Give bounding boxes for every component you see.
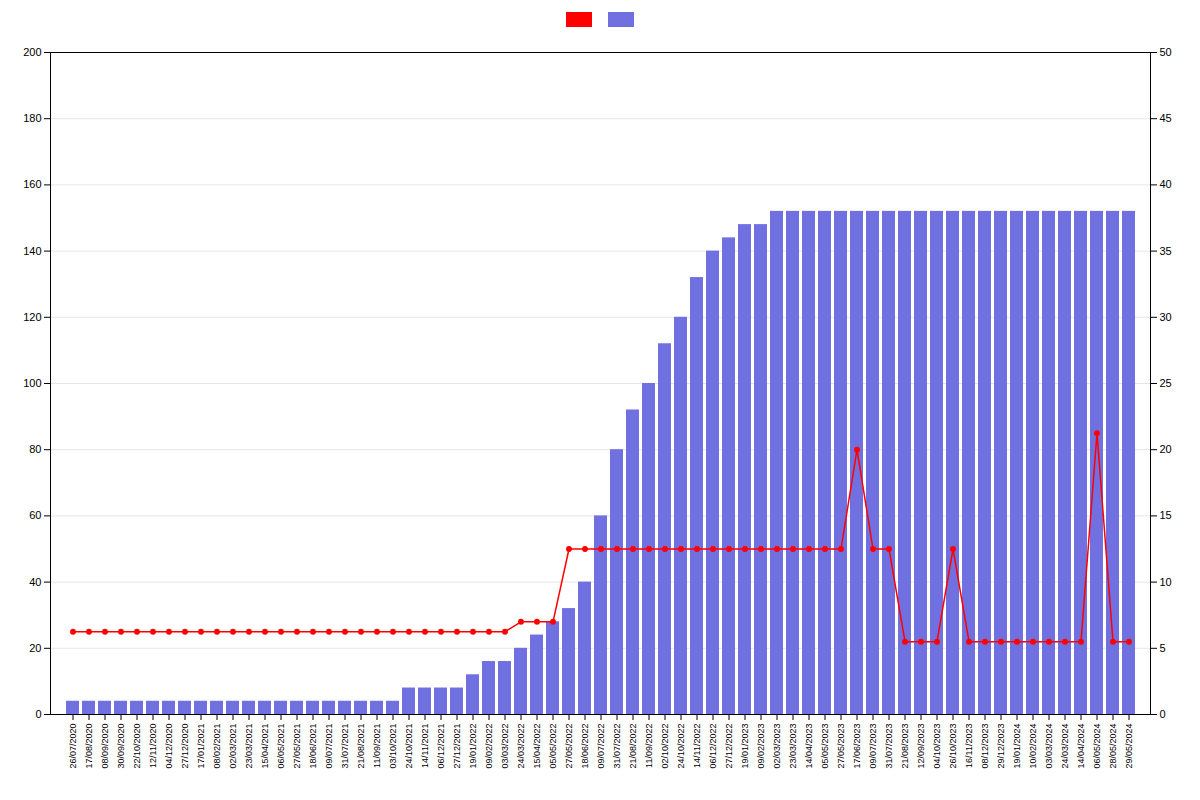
svg-text:17/01/2021: 17/01/2021 (196, 724, 206, 769)
svg-text:11/09/2022: 11/09/2022 (644, 724, 654, 768)
svg-text:12/11/2020: 12/11/2020 (148, 724, 158, 768)
svg-text:23/03/2023: 23/03/2023 (788, 724, 798, 769)
svg-text:20: 20 (1160, 443, 1172, 455)
svg-text:0: 0 (1160, 708, 1166, 720)
svg-text:03/03/2024: 03/03/2024 (1044, 724, 1054, 769)
svg-text:05/05/2022: 05/05/2022 (548, 724, 558, 769)
svg-text:27/12/2021: 27/12/2021 (452, 724, 462, 769)
svg-text:24/10/2022: 24/10/2022 (676, 724, 686, 769)
svg-text:23/03/2021: 23/03/2021 (244, 724, 254, 769)
svg-text:14/11/2021: 14/11/2021 (420, 724, 430, 768)
svg-text:26/10/2023: 26/10/2023 (948, 724, 958, 769)
svg-text:19/01/2024: 19/01/2024 (1012, 724, 1022, 769)
svg-text:31/07/2022: 31/07/2022 (612, 724, 622, 769)
svg-text:14/04/2023: 14/04/2023 (804, 724, 814, 769)
svg-text:17/08/2020: 17/08/2020 (84, 724, 94, 769)
svg-text:27/05/2023: 27/05/2023 (836, 724, 846, 769)
svg-text:08/12/2023: 08/12/2023 (980, 724, 990, 769)
svg-text:15: 15 (1160, 509, 1172, 521)
svg-text:29/12/2023: 29/12/2023 (996, 724, 1006, 769)
svg-text:30: 30 (1160, 311, 1172, 323)
svg-text:45: 45 (1160, 112, 1172, 124)
svg-text:31/07/2023: 31/07/2023 (884, 724, 894, 769)
svg-text:20: 20 (29, 642, 41, 654)
svg-text:40: 40 (29, 576, 41, 588)
svg-text:09/07/2021: 09/07/2021 (324, 724, 334, 769)
svg-text:19/01/2022: 19/01/2022 (468, 724, 478, 769)
svg-text:05/05/2023: 05/05/2023 (820, 724, 830, 769)
svg-text:04/10/2023: 04/10/2023 (932, 724, 942, 769)
svg-text:24/03/2024: 24/03/2024 (1060, 724, 1070, 769)
svg-text:12/09/2023: 12/09/2023 (916, 724, 926, 769)
svg-text:27/12/2020: 27/12/2020 (180, 724, 190, 769)
svg-text:14/11/2022: 14/11/2022 (692, 724, 702, 768)
svg-text:24/10/2021: 24/10/2021 (404, 724, 414, 769)
svg-text:09/02/2022: 09/02/2022 (484, 724, 494, 769)
svg-text:02/03/2021: 02/03/2021 (228, 724, 238, 769)
svg-text:80: 80 (29, 443, 41, 455)
svg-text:18/06/2021: 18/06/2021 (308, 724, 318, 769)
svg-text:11/09/2021: 11/09/2021 (372, 724, 382, 768)
svg-text:50: 50 (1160, 46, 1172, 58)
svg-text:40: 40 (1160, 178, 1172, 190)
svg-text:180: 180 (23, 112, 41, 124)
svg-text:22/10/2020: 22/10/2020 (132, 724, 142, 769)
svg-text:29/05/2024: 29/05/2024 (1124, 724, 1134, 769)
svg-text:160: 160 (23, 178, 41, 190)
svg-text:24/03/2022: 24/03/2022 (516, 724, 526, 769)
svg-text:15/04/2022: 15/04/2022 (532, 724, 542, 769)
svg-text:140: 140 (23, 245, 41, 257)
svg-text:08/02/2021: 08/02/2021 (212, 724, 222, 769)
svg-text:100: 100 (23, 377, 41, 389)
svg-text:0: 0 (35, 708, 41, 720)
svg-text:03/10/2021: 03/10/2021 (388, 724, 398, 769)
svg-text:10: 10 (1160, 576, 1172, 588)
svg-text:27/12/2022: 27/12/2022 (724, 724, 734, 769)
svg-text:5: 5 (1160, 642, 1166, 654)
svg-text:200: 200 (23, 46, 41, 58)
svg-text:08/09/2020: 08/09/2020 (100, 724, 110, 769)
svg-text:06/05/2021: 06/05/2021 (276, 724, 286, 769)
svg-text:06/05/2024: 06/05/2024 (1092, 724, 1102, 769)
svg-text:27/05/2021: 27/05/2021 (292, 724, 302, 769)
svg-text:26/07/2020: 26/07/2020 (68, 724, 78, 769)
svg-text:10/02/2024: 10/02/2024 (1028, 724, 1038, 769)
svg-text:15/04/2021: 15/04/2021 (260, 724, 270, 769)
svg-text:16/11/2023: 16/11/2023 (964, 724, 974, 768)
svg-text:09/07/2022: 09/07/2022 (596, 724, 606, 769)
svg-text:27/05/2022: 27/05/2022 (564, 724, 574, 769)
svg-text:04/12/2020: 04/12/2020 (164, 724, 174, 769)
svg-text:21/08/2023: 21/08/2023 (900, 724, 910, 769)
svg-text:09/07/2023: 09/07/2023 (868, 724, 878, 769)
svg-text:30/09/2020: 30/09/2020 (116, 724, 126, 769)
svg-text:35: 35 (1160, 245, 1172, 257)
svg-text:28/05/2024: 28/05/2024 (1108, 724, 1118, 769)
svg-text:19/01/2023: 19/01/2023 (740, 724, 750, 769)
svg-text:09/02/2023: 09/02/2023 (756, 724, 766, 769)
svg-text:120: 120 (23, 311, 41, 323)
svg-text:25: 25 (1160, 377, 1172, 389)
svg-text:60: 60 (29, 509, 41, 521)
svg-text:03/03/2022: 03/03/2022 (500, 724, 510, 769)
svg-text:14/04/2024: 14/04/2024 (1076, 724, 1086, 769)
svg-text:02/03/2023: 02/03/2023 (772, 724, 782, 769)
svg-text:18/06/2022: 18/06/2022 (580, 724, 590, 769)
svg-text:31/07/2021: 31/07/2021 (340, 724, 350, 769)
svg-text:17/06/2023: 17/06/2023 (852, 724, 862, 769)
svg-text:06/12/2021: 06/12/2021 (436, 724, 446, 769)
svg-text:02/10/2022: 02/10/2022 (660, 724, 670, 769)
svg-text:21/08/2021: 21/08/2021 (356, 724, 366, 769)
svg-text:21/08/2022: 21/08/2022 (628, 724, 638, 769)
svg-text:06/12/2022: 06/12/2022 (708, 724, 718, 769)
